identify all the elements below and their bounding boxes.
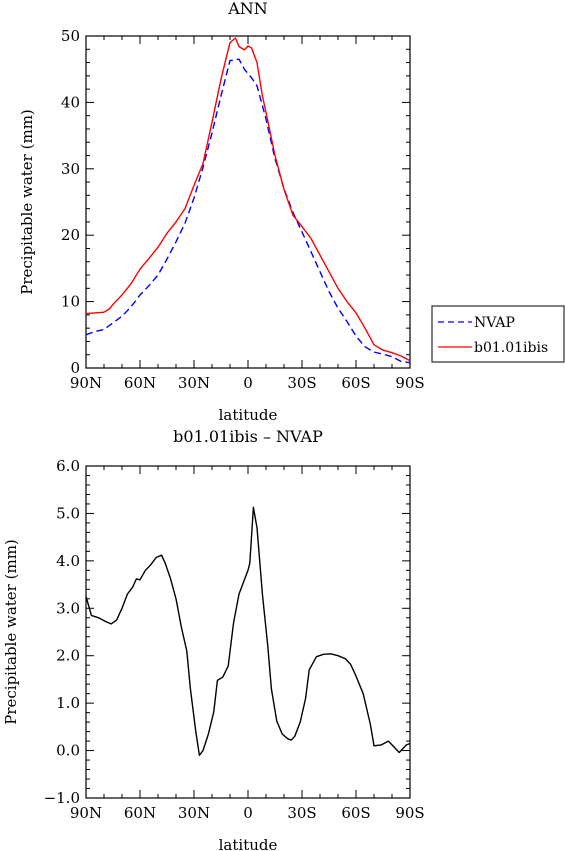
p0-xtick-label-6: 90S <box>395 374 424 392</box>
p1-xtick-label-5: 60S <box>341 804 370 822</box>
p0-ytick-label-2: 20 <box>61 226 80 244</box>
p1-xtick-label-6: 90S <box>395 804 424 822</box>
p0-xtick-label-3: 0 <box>243 374 253 392</box>
bottom-panel: b01.01ibis – NVAP 90N 60N 30N 0 30S 60S 90S −1.… <box>2 427 425 851</box>
p1-ytick-label-2: 1.0 <box>56 694 80 712</box>
top-y-axis-label: Precipitable water (mm) <box>18 109 36 295</box>
p1-ytick-label-4: 3.0 <box>56 599 80 617</box>
p1-ytick-label-5: 4.0 <box>56 552 80 570</box>
top-x-axis-label: latitude <box>219 406 278 424</box>
bottom-y-axis-label: Precipitable water (mm) <box>2 539 20 725</box>
bottom-chart-title: b01.01ibis – NVAP <box>173 427 323 446</box>
top-ticks: 90N 60N 30N 0 30S 60S 90S 0 10 20 30 40 50 <box>61 27 425 392</box>
p0-ytick-label-4: 40 <box>61 93 80 111</box>
top-chart-title: ANN <box>227 0 268 18</box>
p1-xtick-label-1: 60N <box>124 804 156 822</box>
top-panel: ANN 90N 60N 30N 0 30S 60S 90S 0 10 20 30 40 50 latit… <box>18 0 425 424</box>
p0-ytick-label-3: 30 <box>61 160 80 178</box>
p0-series-line-1 <box>85 37 411 362</box>
p0-xtick-label-1: 60N <box>124 374 156 392</box>
p0-xtick-label-4: 30S <box>287 374 316 392</box>
p1-ytick-label-1: 0.0 <box>56 742 80 760</box>
p0-xtick-label-0: 90N <box>70 374 102 392</box>
bottom-x-axis-label: latitude <box>219 836 278 851</box>
bottom-ticks: 90N 60N 30N 0 30S 60S 90S −1.0 0.0 1.0 2.0 3.0 4.0 5.… <box>44 457 425 822</box>
p1-xtick-label-0: 90N <box>70 804 102 822</box>
top-plot-frame <box>85 35 411 369</box>
p1-xtick-label-4: 30S <box>287 804 316 822</box>
p0-ytick-label-0: 0 <box>70 359 80 377</box>
p1-xtick-label-2: 30N <box>178 804 210 822</box>
p0-ytick-label-5: 50 <box>61 27 80 45</box>
bottom-plot-frame <box>85 465 411 799</box>
p1-ytick-label-7: 6.0 <box>56 457 80 475</box>
legend: NVAP b01.01ibis <box>431 305 565 363</box>
p0-series-line-0 <box>85 58 411 364</box>
bottom-series-group <box>85 506 411 756</box>
legend-label-b0101ibis: b01.01ibis <box>474 340 548 356</box>
p0-xtick-label-5: 60S <box>341 374 370 392</box>
p1-ytick-label-6: 5.0 <box>56 504 80 522</box>
p1-xtick-label-3: 0 <box>243 804 253 822</box>
p1-series-line-0 <box>85 506 411 756</box>
p1-ytick-label-3: 2.0 <box>56 647 80 665</box>
p1-ytick-label-0: −1.0 <box>44 789 80 807</box>
p0-xtick-label-2: 30N <box>178 374 210 392</box>
top-series-group <box>85 37 411 364</box>
legend-label-nvap: NVAP <box>474 315 515 331</box>
p0-ytick-label-1: 10 <box>61 293 80 311</box>
legend-box <box>431 305 565 363</box>
